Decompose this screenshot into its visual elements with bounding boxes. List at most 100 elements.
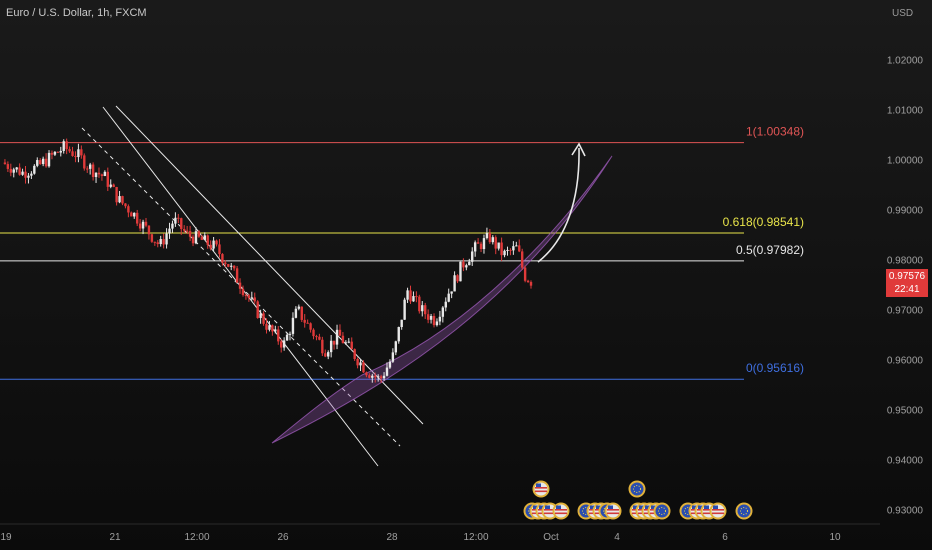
candle[interactable] <box>429 313 433 324</box>
candle[interactable] <box>50 150 54 160</box>
candle[interactable] <box>374 372 377 383</box>
candle[interactable] <box>83 153 86 171</box>
candle[interactable] <box>18 163 21 176</box>
candle[interactable] <box>338 324 342 336</box>
candle[interactable] <box>353 348 356 361</box>
candle[interactable] <box>39 158 42 165</box>
candle[interactable] <box>450 291 453 299</box>
eu-event-icon[interactable] <box>653 502 671 520</box>
candle[interactable] <box>115 186 118 206</box>
candle[interactable] <box>209 240 212 251</box>
candle[interactable] <box>482 234 486 254</box>
candle[interactable] <box>221 253 224 266</box>
candle[interactable] <box>121 195 124 206</box>
candle[interactable] <box>291 312 295 337</box>
candle[interactable] <box>3 159 7 165</box>
eu-event-icon[interactable] <box>628 480 646 498</box>
candle[interactable] <box>130 211 133 217</box>
candle[interactable] <box>371 373 374 383</box>
candle[interactable] <box>265 318 268 334</box>
candle[interactable] <box>9 163 13 177</box>
candle[interactable] <box>335 324 339 350</box>
candle[interactable] <box>332 340 336 350</box>
candle[interactable] <box>426 309 430 324</box>
candle[interactable] <box>523 265 527 283</box>
candle[interactable] <box>444 297 447 312</box>
candle[interactable] <box>21 168 24 176</box>
candle[interactable] <box>294 306 298 319</box>
candle[interactable] <box>518 239 521 253</box>
candle[interactable] <box>200 234 204 241</box>
candle[interactable] <box>94 172 98 183</box>
candle[interactable] <box>153 241 157 246</box>
time-axis[interactable]: 19 21 12:00 26 28 12:00 Oct 4 6 10 <box>0 523 880 543</box>
candle[interactable] <box>529 280 533 289</box>
candle[interactable] <box>321 336 324 357</box>
candle[interactable] <box>15 166 18 173</box>
candle[interactable] <box>30 171 33 179</box>
candle[interactable] <box>491 235 494 245</box>
candle[interactable] <box>391 348 395 363</box>
candle[interactable] <box>515 241 518 247</box>
candle[interactable] <box>183 225 186 233</box>
candle[interactable] <box>171 220 174 233</box>
candle[interactable] <box>412 291 415 302</box>
candle[interactable] <box>197 230 201 238</box>
candle[interactable] <box>159 235 162 247</box>
candle[interactable] <box>133 212 136 219</box>
candle[interactable] <box>177 213 180 224</box>
candle[interactable] <box>165 228 168 249</box>
candle[interactable] <box>500 237 503 262</box>
candle[interactable] <box>244 293 248 300</box>
candle[interactable] <box>138 219 142 232</box>
candle[interactable] <box>379 374 383 383</box>
candle[interactable] <box>247 293 251 302</box>
candle[interactable] <box>53 151 57 157</box>
candle[interactable] <box>520 248 524 270</box>
candle[interactable] <box>253 292 256 304</box>
candle[interactable] <box>27 173 30 184</box>
candle[interactable] <box>241 285 245 297</box>
candle[interactable] <box>288 331 292 341</box>
candle[interactable] <box>368 373 371 379</box>
candle[interactable] <box>485 227 489 240</box>
candle[interactable] <box>488 228 492 244</box>
candle[interactable] <box>156 240 159 248</box>
candle[interactable] <box>418 294 421 314</box>
candle[interactable] <box>271 324 274 336</box>
candle[interactable] <box>232 265 236 271</box>
candle[interactable] <box>180 217 183 235</box>
candle[interactable] <box>65 138 68 155</box>
candle[interactable] <box>471 247 474 266</box>
candle[interactable] <box>71 146 74 157</box>
candle[interactable] <box>147 225 151 240</box>
candle[interactable] <box>359 359 362 372</box>
candle[interactable] <box>365 371 368 378</box>
us-event-icon[interactable] <box>604 502 622 520</box>
candle[interactable] <box>435 318 439 327</box>
candle[interactable] <box>476 238 480 244</box>
candle[interactable] <box>250 291 254 301</box>
candle[interactable] <box>277 326 280 345</box>
price-axis[interactable]: 1.02000 1.01000 1.00000 0.99000 0.98000 0.970… <box>887 56 924 517</box>
candle[interactable] <box>526 279 530 283</box>
candle[interactable] <box>282 337 286 351</box>
candle[interactable] <box>465 263 468 271</box>
candle[interactable] <box>24 166 27 184</box>
candle[interactable] <box>97 167 101 178</box>
candle[interactable] <box>397 326 400 344</box>
candle[interactable] <box>62 139 65 154</box>
candle[interactable] <box>279 339 283 353</box>
candle[interactable] <box>141 219 145 235</box>
candle[interactable] <box>174 212 177 227</box>
curved-band-shape[interactable] <box>271 155 613 444</box>
candle[interactable] <box>403 297 406 320</box>
candle[interactable] <box>468 258 471 266</box>
candle[interactable] <box>124 203 127 209</box>
candle[interactable] <box>191 234 195 247</box>
candle[interactable] <box>230 263 233 271</box>
us-event-icon[interactable] <box>709 502 727 520</box>
candle[interactable] <box>318 333 321 341</box>
candle[interactable] <box>68 146 71 153</box>
candle[interactable] <box>506 246 509 256</box>
